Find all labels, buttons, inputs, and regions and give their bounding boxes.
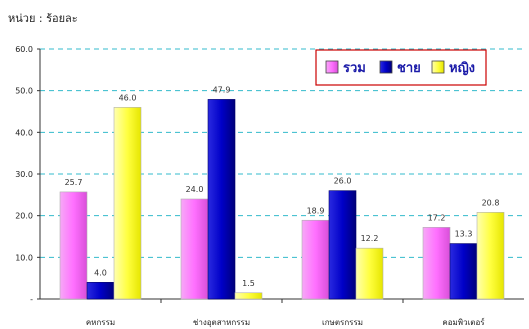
bar [59,191,88,300]
y-tick-label: 50.0 [15,87,33,96]
bars [59,99,505,300]
data-label: 25.7 [65,178,83,187]
data-label: 20.8 [482,198,500,207]
bar [113,107,142,300]
unit-label: หน่วย : ร้อยละ [8,12,78,25]
legend-swatch [379,60,393,74]
legend-label: ชาย [397,61,421,76]
bar [301,219,330,300]
data-label: 1.5 [242,279,255,288]
data-label: 17.2 [428,213,446,222]
category-label: คอมพิวเตอร์ [442,317,485,327]
category-label: เกษตรกรรม [322,318,363,327]
bar [328,190,357,300]
legend-label: รวม [343,61,366,76]
bar [207,99,236,300]
data-label: 13.3 [455,230,473,239]
y-tick-label: - [30,295,33,304]
data-label: 18.9 [307,206,325,215]
data-label: 26.0 [334,177,352,186]
legend-swatch [431,60,445,74]
bar [449,243,478,300]
bar [422,227,451,300]
legend: รวม ชาย หญิง [315,49,487,86]
bar [355,247,384,300]
data-label: 46.0 [119,93,137,102]
legend-label: หญิง [449,61,475,76]
y-tick-label: 10.0 [15,253,33,262]
data-label: 12.2 [361,234,379,243]
bar [86,282,115,300]
y-tick-label: 60.0 [15,45,33,54]
y-tick-label: 30.0 [15,170,33,179]
data-labels: 25.7 4.0 46.0 24.0 47.9 1.5 18.9 26.0 12.2 17.2 13… [65,85,500,287]
legend-swatch [325,60,339,74]
y-tick-label: 20.0 [15,212,33,221]
legend-box [315,49,487,86]
y-tick-label: 40.0 [15,128,33,137]
data-label: 4.0 [94,268,107,277]
bar [180,198,209,300]
bar [476,212,505,300]
data-label: 24.0 [186,185,204,194]
data-label: 47.9 [213,85,231,94]
category-label: คหกรรม [86,318,115,327]
bar [234,292,263,300]
category-label: ช่างอุตสาหกรรม [193,318,250,327]
